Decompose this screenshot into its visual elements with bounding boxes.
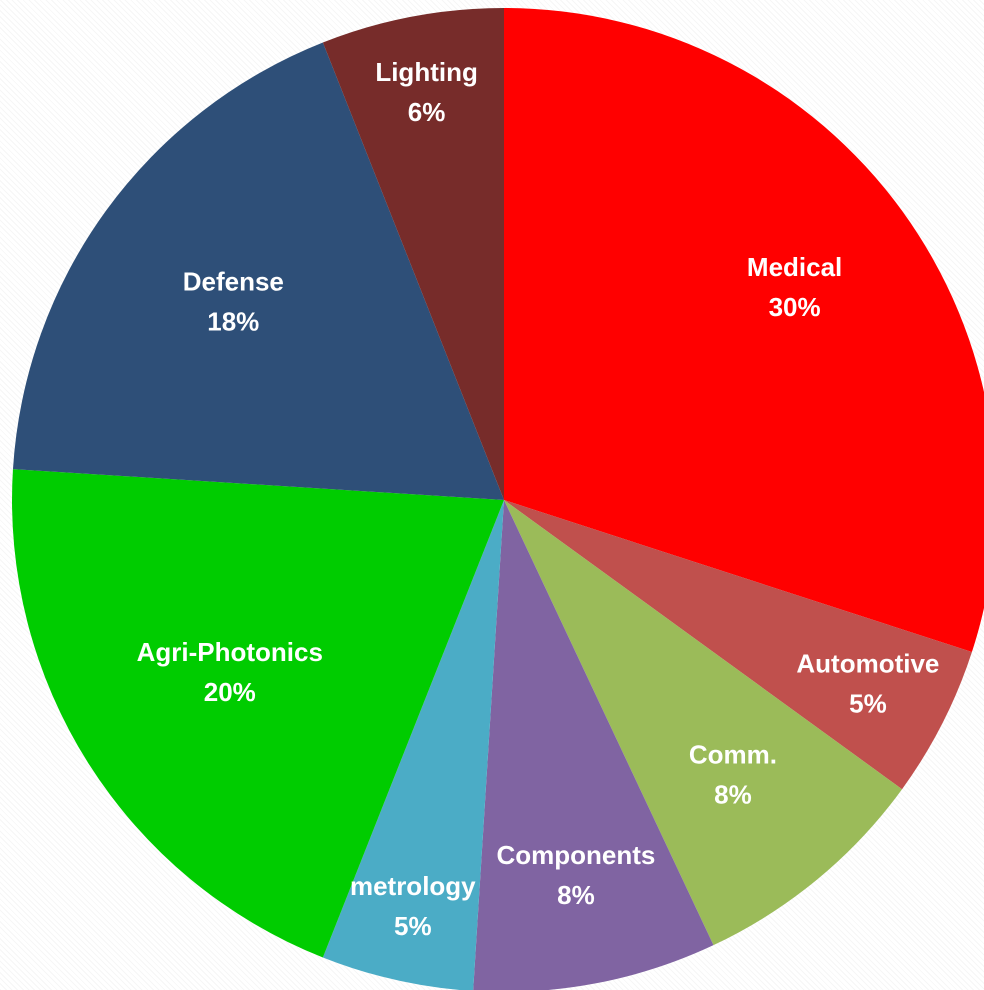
slice-label-lighting: Lighting bbox=[375, 57, 478, 87]
slice-value-lighting: 6% bbox=[408, 97, 446, 127]
slice-label-components: Components bbox=[496, 840, 655, 870]
slice-label-medical: Medical bbox=[747, 252, 842, 282]
slice-value-medical: 30% bbox=[769, 292, 821, 322]
slice-comm bbox=[504, 500, 903, 946]
slice-automotive bbox=[504, 500, 972, 790]
slice-label-defense: Defense bbox=[183, 266, 284, 296]
slice-value-comm: 8% bbox=[714, 780, 752, 810]
pie-labels: Medical 30% Automotive 5% Comm. 8% Components 8… bbox=[137, 57, 940, 941]
slice-medical bbox=[504, 8, 984, 653]
slice-value-defense: 18% bbox=[207, 306, 259, 336]
slice-value-agri-photonics: 20% bbox=[204, 677, 256, 707]
slice-value-automotive: 5% bbox=[849, 688, 887, 718]
slice-defense bbox=[12, 42, 504, 501]
slice-value-metrology: 5% bbox=[394, 911, 432, 941]
slice-label-metrology: metrology bbox=[350, 871, 476, 901]
slice-label-comm: Comm. bbox=[689, 740, 777, 770]
slice-value-components: 8% bbox=[557, 880, 595, 910]
slice-label-agri-photonics: Agri-Photonics bbox=[137, 637, 323, 667]
slice-label-automotive: Automotive bbox=[796, 648, 939, 678]
pie-slices bbox=[11, 8, 984, 990]
slice-lighting bbox=[322, 8, 504, 500]
slice-metrology bbox=[322, 500, 504, 990]
slice-agri-photonics bbox=[11, 469, 505, 958]
slice-components bbox=[473, 500, 714, 990]
